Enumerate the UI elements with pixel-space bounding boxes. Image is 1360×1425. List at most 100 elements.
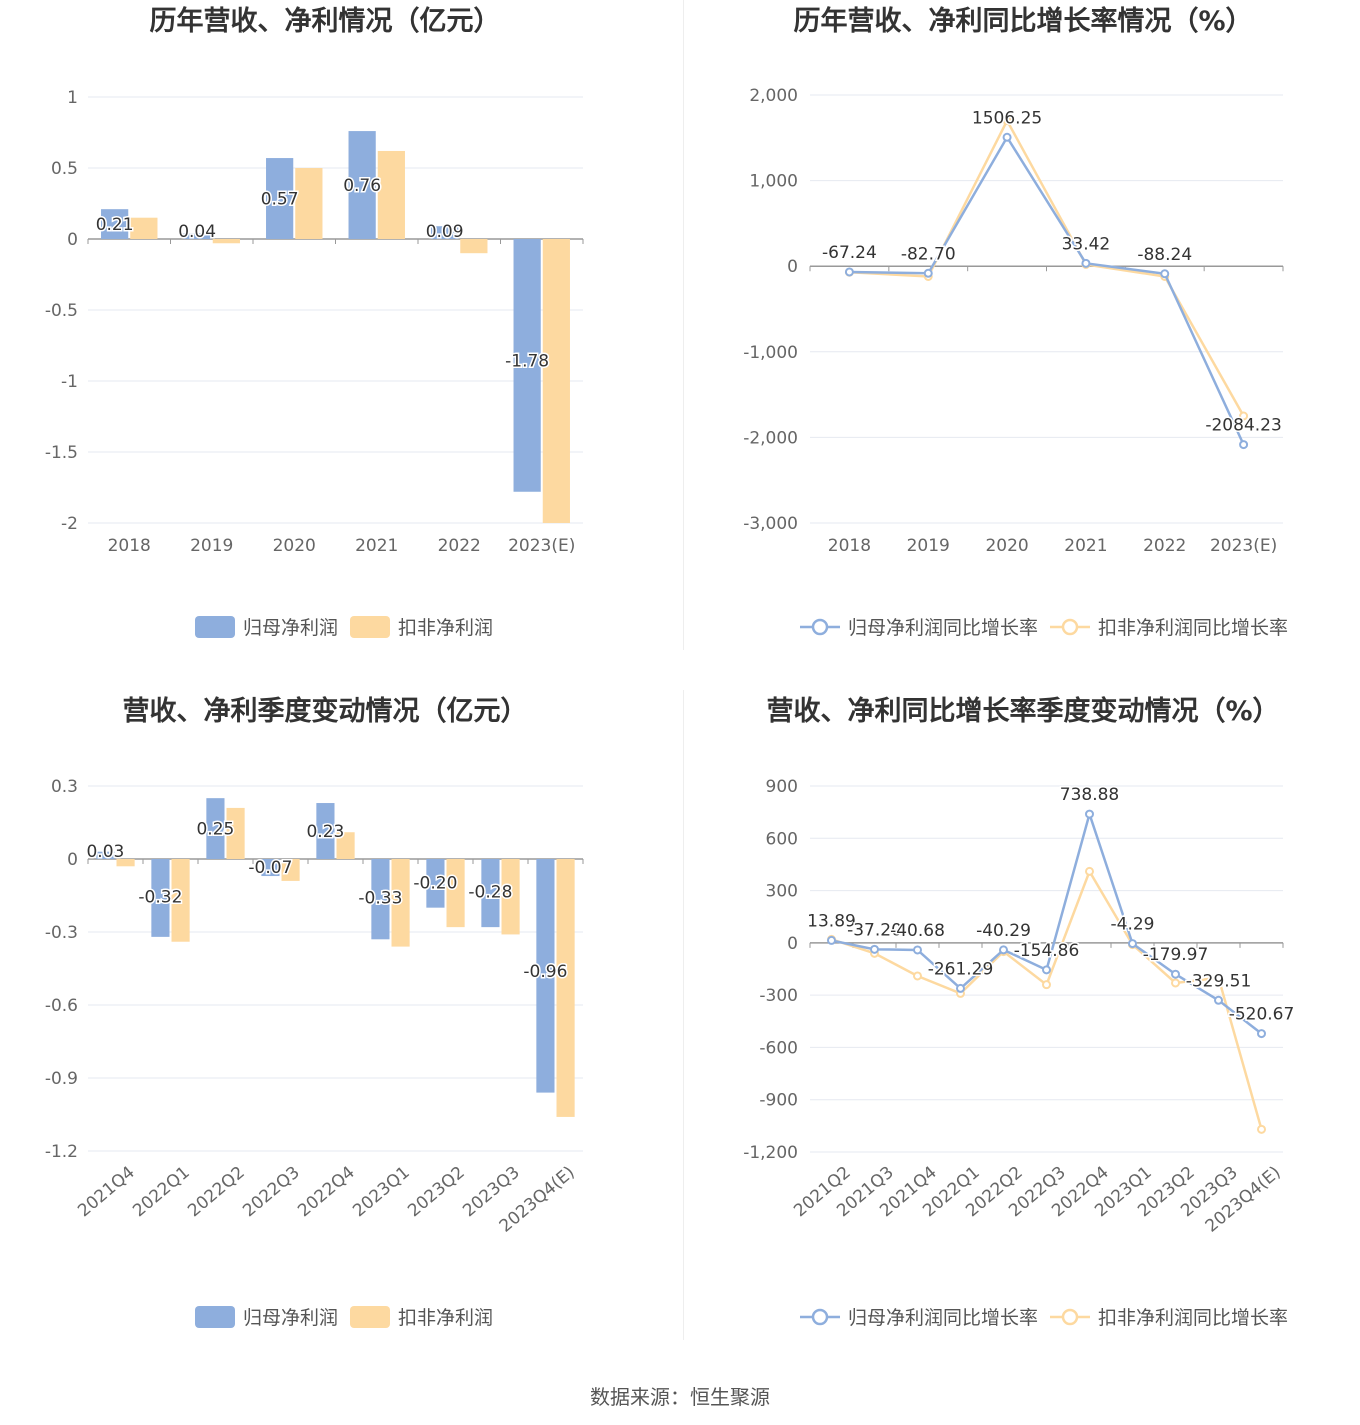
- x-tick-label: 2022Q4: [294, 1163, 359, 1222]
- legend-label: 归母净利润同比增长率: [848, 617, 1038, 639]
- y-tick-label: 2,000: [749, 86, 798, 106]
- legend-label: 扣非净利润: [398, 617, 493, 639]
- line-point: [1171, 969, 1180, 979]
- y-tick-label: -900: [759, 1091, 798, 1111]
- y-tick-label: -300: [759, 986, 798, 1006]
- data-label: 738.88: [1060, 785, 1119, 805]
- line-point: [844, 267, 854, 277]
- y-tick-label: 1,000: [749, 172, 798, 192]
- x-tick-label: 2022: [1143, 536, 1186, 556]
- y-tick-label: 0: [67, 230, 78, 250]
- data-label: 0.25: [196, 820, 234, 840]
- line-point: [1042, 965, 1051, 975]
- bar-net-profit: [266, 158, 294, 239]
- chart-title: 历年营收、净利同比增长率情况（%）: [793, 5, 1252, 37]
- bar-net-profit: [151, 859, 170, 937]
- bar-net-profit: [348, 131, 376, 239]
- legend-swatch: [195, 616, 235, 638]
- chart-panel-quarterly-growth: 营收、净利同比增长率季度变动情况（%） 900 600 300 0 -300 -600 -90…: [680, 690, 1360, 1380]
- data-label: -82.70: [901, 244, 956, 264]
- chart-legend: 归母净利润 扣非净利润: [195, 616, 493, 639]
- data-label: -329.51: [1186, 971, 1252, 991]
- legend-swatch: [350, 616, 390, 638]
- data-label: -179.97: [1143, 945, 1209, 965]
- bar-deducted-profit: [212, 239, 240, 244]
- y-tick-label: 1: [67, 88, 78, 108]
- chart-title: 历年营收、净利情况（亿元）: [150, 5, 501, 37]
- x-tick-label: 2020: [273, 536, 316, 556]
- divider-top: [683, 0, 684, 650]
- y-tick-label: -2: [61, 514, 78, 534]
- x-tick-label: 2023Q1: [349, 1163, 414, 1222]
- chart-legend: 归母净利润同比增长率 扣非净利润同比增长率: [800, 1307, 1288, 1329]
- data-label: 0.09: [426, 222, 464, 242]
- bar-deducted-profit: [391, 859, 410, 947]
- legend-marker: [811, 618, 829, 636]
- y-tick-label: -0.6: [45, 996, 78, 1016]
- legend-label: 归母净利润同比增长率: [848, 1307, 1038, 1329]
- bar-deducted-profit: [226, 807, 245, 859]
- y-tick-label: -3,000: [743, 514, 798, 534]
- line-point: [1239, 411, 1249, 421]
- x-tick-label: 2022Q2: [184, 1163, 249, 1222]
- y-tick-label: -600: [759, 1038, 798, 1058]
- line-point: [1081, 258, 1091, 268]
- data-label: -40.29: [976, 921, 1031, 941]
- legend-swatch: [350, 1306, 390, 1328]
- data-label: -67.24: [822, 243, 877, 263]
- x-tick-label: 2019: [190, 536, 233, 556]
- annual-growth-chart: 历年营收、净利同比增长率情况（%） 2,000 1,000 0 -1,000 -2,000…: [743, 5, 1288, 639]
- line-point: [1128, 939, 1137, 949]
- y-tick-label: -1,000: [743, 343, 798, 363]
- chart-panel-annual-growth: 历年营收、净利同比增长率情况（%） 2,000 1,000 0 -1,000 -2,000…: [680, 0, 1360, 690]
- quarterly-growth-chart: 营收、净利同比增长率季度变动情况（%） 900 600 300 0 -300 -600 -90…: [743, 695, 1296, 1329]
- data-label: -2084.23: [1205, 416, 1281, 436]
- y-tick-label: 0.5: [51, 159, 78, 179]
- x-tick-label: 2018: [108, 536, 151, 556]
- x-tick-label: 2021: [1064, 536, 1107, 556]
- data-label: -520.67: [1229, 1005, 1295, 1025]
- line-point: [1002, 132, 1012, 142]
- data-label: -37.20: [847, 920, 902, 940]
- line-deducted-growth: [831, 868, 1263, 1130]
- bar-net-profit: [481, 859, 500, 928]
- line-net-growth: [849, 134, 1245, 446]
- x-tick-label: 2020: [985, 536, 1028, 556]
- bar-net-profit: [316, 803, 335, 859]
- y-tick-label: -0.3: [45, 923, 78, 943]
- data-label: -0.32: [138, 887, 182, 907]
- bar-deducted-profit: [446, 859, 465, 928]
- data-label: -261.29: [928, 959, 994, 979]
- bar-net-profit: [513, 239, 541, 492]
- data-label: -154.86: [1014, 941, 1080, 961]
- data-label: 0.21: [96, 215, 134, 235]
- legend-marker: [1061, 1308, 1079, 1326]
- data-label: 0.76: [343, 176, 381, 196]
- line-point: [913, 971, 922, 981]
- bar-deducted-profit: [171, 859, 190, 942]
- chart-legend: 归母净利润同比增长率 扣非净利润同比增长率: [800, 617, 1288, 639]
- legend-label: 扣非净利润同比增长率: [1098, 1307, 1288, 1329]
- bar-net-profit: [96, 851, 115, 859]
- data-label: 0.23: [306, 822, 344, 842]
- line-point: [1257, 1029, 1266, 1039]
- line-point: [1042, 980, 1051, 990]
- data-label: -40.68: [890, 921, 945, 941]
- x-tick-label: 2018: [828, 536, 871, 556]
- line-point: [999, 945, 1008, 955]
- data-label: 0.03: [86, 842, 124, 862]
- data-label: -1.78: [505, 351, 549, 371]
- data-label: 0.57: [261, 190, 299, 210]
- legend-label: 扣非净利润同比增长率: [1098, 617, 1288, 639]
- line-point: [913, 945, 922, 955]
- line-point: [1214, 973, 1223, 983]
- data-label: -0.96: [523, 962, 567, 982]
- bar-net-profit: [206, 798, 225, 859]
- line-point: [923, 268, 933, 278]
- chart-panel-quarterly-profit: 营收、净利季度变动情况（亿元） 0.3 0 -0.3 -0.6 -0.9 -1.2 2021Q…: [0, 690, 680, 1380]
- x-tick-label: 2023Q2: [404, 1163, 469, 1222]
- line-point: [1239, 440, 1249, 450]
- bar-deducted-profit: [377, 150, 405, 239]
- chart-title: 营收、净利同比增长率季度变动情况（%）: [766, 695, 1279, 727]
- line-point: [827, 935, 836, 945]
